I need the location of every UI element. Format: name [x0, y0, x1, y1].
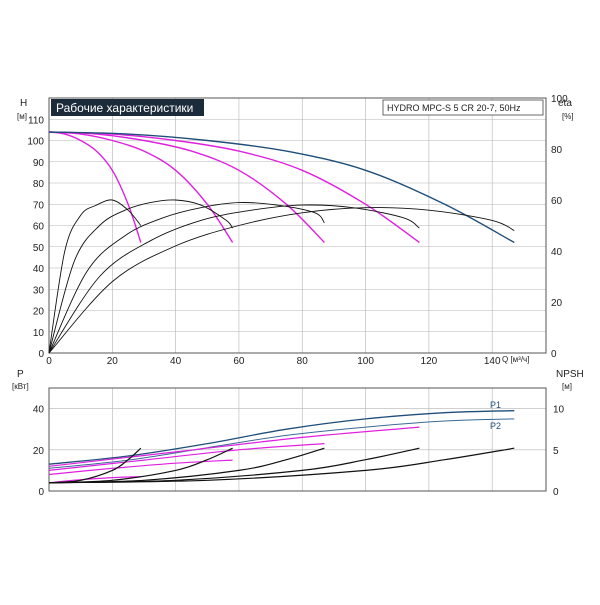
npsh-axis-label: NPSH	[556, 369, 584, 380]
y2-axis-unit: [%]	[562, 112, 574, 121]
y-tick-label: 0	[38, 349, 44, 360]
bottom-plot-frame	[48, 387, 547, 492]
pump-head-curve	[48, 131, 142, 243]
npsh-tick-label: 0	[553, 487, 559, 498]
pump-power-curve	[48, 459, 233, 476]
p-axis-label: P	[17, 369, 24, 380]
top-grid	[48, 98, 546, 354]
pump-head-curve	[48, 131, 325, 243]
bottom-series-group	[48, 410, 515, 484]
title-banner	[51, 99, 204, 116]
p2-label: P2	[490, 421, 501, 431]
top-plot-frame	[48, 97, 547, 354]
p-axis-unit: [кВт]	[12, 382, 29, 391]
subtitle-box	[382, 99, 544, 116]
npsh-axis-unit: [м]	[562, 382, 572, 391]
y-tick-label: 100	[27, 137, 44, 148]
x-axis-label: Q [м³/ч]	[502, 355, 529, 364]
npsh-tick-label: 5	[553, 446, 559, 457]
y-tick-label: 90	[33, 158, 45, 169]
x-tick-label: 80	[297, 356, 309, 367]
npsh-tick-label: 10	[553, 405, 565, 416]
p1-label: P1	[490, 400, 501, 410]
top-series-group	[48, 131, 515, 354]
top-tick-labels: 0 10 20 30 40 50 60 70 80 90 100 110 0 20 40 60 80 100 0 20…	[27, 94, 568, 367]
chart-subtitle: HYDRO MPC-S 5 CR 20-7, 50Hz	[387, 103, 521, 113]
x-tick-label: 100	[357, 356, 374, 367]
y2-tick-label: 20	[551, 298, 563, 309]
y-tick-label: 60	[33, 222, 45, 233]
y2-tick-label: 40	[551, 247, 563, 258]
y-tick-label: 50	[33, 243, 45, 254]
efficiency-curve	[48, 204, 420, 354]
p1-power-curve	[48, 410, 515, 465]
y-tick-label: 70	[33, 200, 45, 211]
pump-head-curve	[48, 131, 234, 243]
system-head-curve	[48, 131, 515, 244]
y-tick-label: 110	[28, 115, 44, 126]
y-tick-label: 10	[33, 328, 45, 339]
x-tick-label: 60	[233, 356, 245, 367]
x-tick-label: 40	[170, 356, 182, 367]
y-tick-label: 30	[33, 285, 45, 296]
bottom-tick-labels: 0 20 40 0 5 10	[33, 405, 565, 498]
efficiency-curve	[48, 202, 325, 354]
npsh-curve	[48, 447, 515, 484]
y-tick-label: 40	[33, 264, 45, 275]
y-tick-label: 20	[33, 307, 45, 318]
pump-power-curve	[48, 426, 420, 467]
p-tick-label: 40	[33, 405, 45, 416]
x-tick-label: 0	[46, 356, 52, 367]
chart-title: Рабочие характеристики	[56, 101, 193, 115]
x-tick-label: 20	[107, 356, 119, 367]
p-tick-label: 0	[38, 487, 44, 498]
efficiency-curve	[48, 199, 142, 354]
y2-axis-label: eta	[558, 98, 572, 109]
y2-tick-label: 80	[551, 145, 563, 156]
pump-power-curve	[48, 476, 141, 484]
efficiency-curve	[48, 199, 233, 354]
p-tick-label: 20	[33, 446, 45, 457]
y-axis-unit: [м]	[17, 112, 27, 121]
y-tick-label: 80	[33, 179, 45, 190]
x-tick-label: 140	[484, 356, 501, 367]
efficiency-curve	[48, 207, 515, 354]
npsh-curve	[48, 447, 142, 484]
pump-power-curve	[48, 443, 325, 471]
x-tick-label: 120	[421, 356, 438, 367]
y2-tick-label: 0	[551, 349, 557, 360]
y-axis-label: H	[20, 98, 27, 109]
y2-tick-label: 60	[551, 196, 563, 207]
pump-head-curve	[48, 131, 420, 244]
y2-tick-label: 100	[551, 94, 568, 105]
